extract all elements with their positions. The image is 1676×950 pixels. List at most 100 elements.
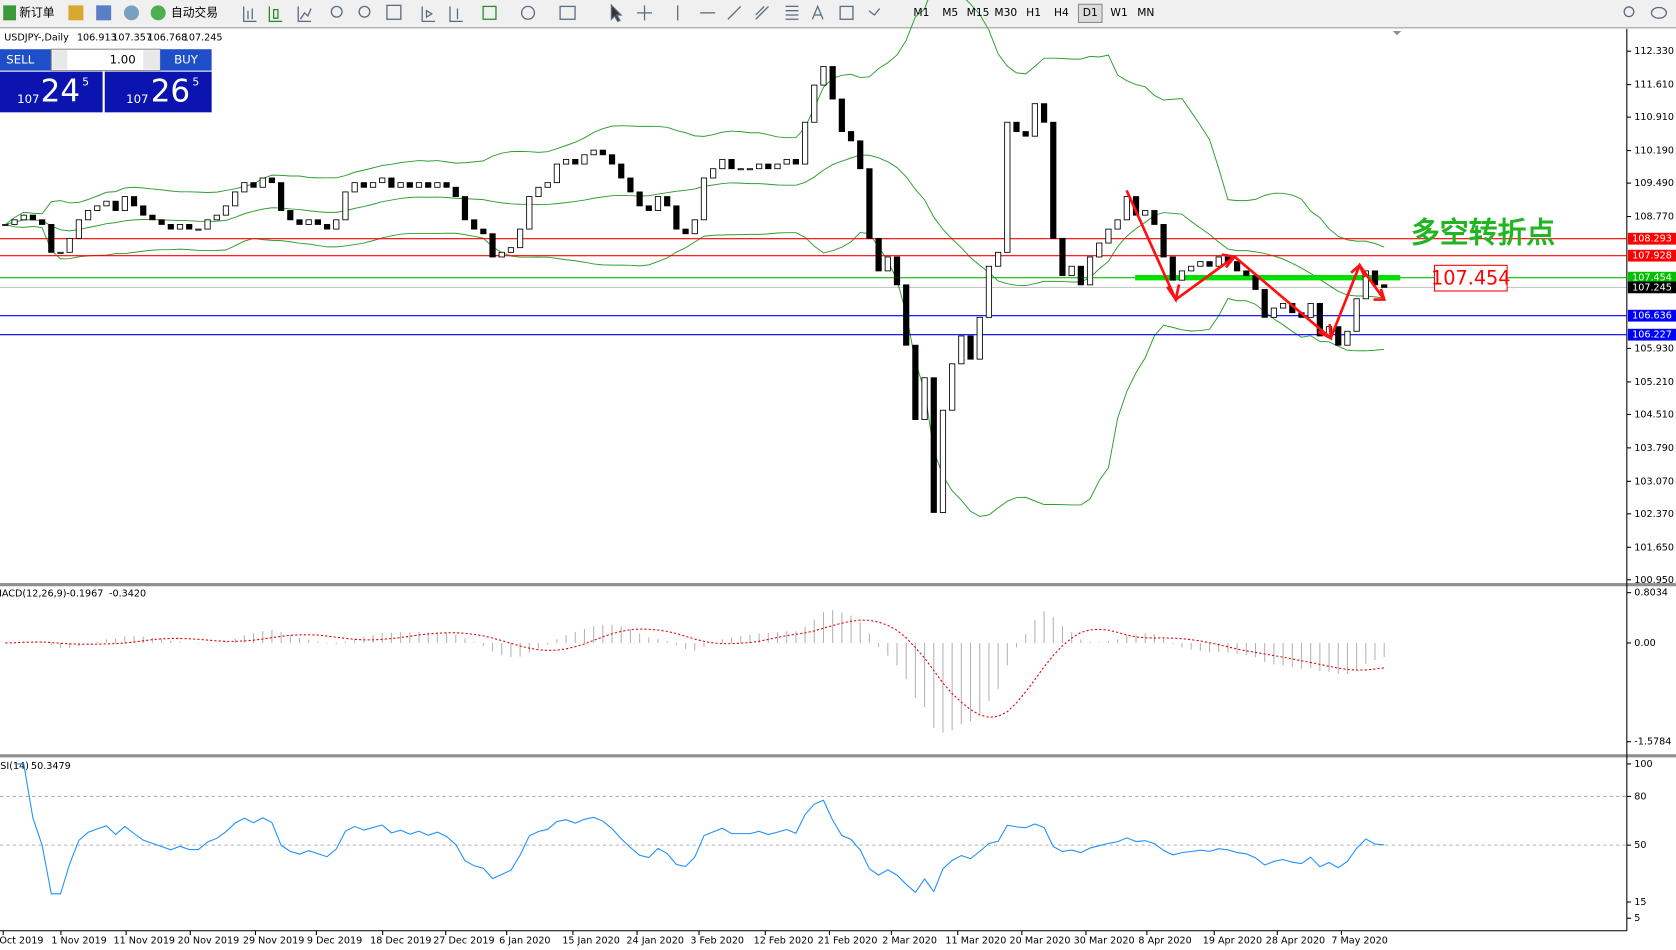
auto-trading-icon[interactable]	[150, 5, 166, 21]
candle-body	[323, 224, 331, 230]
candle-body	[1096, 242, 1103, 258]
templates-tool[interactable]	[559, 5, 576, 20]
lot-value[interactable]: 1.00	[110, 52, 136, 66]
rsi-line	[14, 763, 1385, 895]
ohlc-value: 107.357	[112, 32, 152, 43]
timeframe-button[interactable]: H4	[1054, 6, 1069, 19]
candle-body	[746, 168, 754, 171]
candle-body	[287, 210, 294, 221]
line-tool[interactable]	[297, 6, 312, 23]
macd-reading: -0.3420	[109, 589, 146, 600]
candle-body	[801, 121, 809, 165]
lot-down[interactable]	[52, 50, 68, 70]
lot-up[interactable]	[143, 50, 160, 70]
shift-tool[interactable]	[449, 6, 463, 23]
candle-body	[1059, 237, 1066, 276]
candle-body	[48, 224, 55, 253]
candle-body	[1279, 302, 1287, 309]
candle-body	[397, 182, 404, 188]
date-label: 20 Nov 2019	[178, 935, 240, 946]
zoom-out[interactable]	[358, 5, 371, 18]
candle-body	[691, 219, 698, 235]
candle-body	[213, 214, 220, 221]
candle-body	[434, 182, 441, 188]
autoscroll[interactable]	[421, 6, 436, 23]
trendline-tool[interactable]	[727, 5, 742, 20]
candle-body	[1031, 103, 1038, 137]
candle-body	[608, 154, 616, 165]
candle-body	[535, 186, 542, 198]
candle-body	[710, 168, 717, 179]
tool-icon[interactable]	[96, 5, 112, 21]
candle-body	[765, 163, 772, 170]
timeframe-button[interactable]: H1	[1026, 6, 1041, 19]
timeframe-button[interactable]: W1	[1110, 6, 1127, 19]
bid-main: 24	[41, 74, 80, 110]
tool-icon[interactable]	[68, 5, 84, 21]
candle-body	[158, 219, 165, 225]
candle-body	[728, 158, 735, 170]
tile-tool[interactable]	[386, 4, 402, 20]
macd-tick-label: 0.00	[1634, 638, 1655, 649]
zoom-in[interactable]	[330, 5, 343, 18]
candle-body	[232, 191, 239, 207]
buy-label[interactable]: BUY	[174, 52, 199, 66]
ask-box[interactable]	[104, 71, 212, 113]
candle-body	[1040, 103, 1048, 123]
bar-chart-tool[interactable]	[243, 6, 257, 23]
arrows-tool[interactable]	[868, 8, 881, 16]
date-label: 1 Nov 2019	[51, 935, 106, 946]
candle-body	[939, 409, 947, 513]
candle-body	[985, 265, 993, 318]
fibo-tool[interactable]	[785, 5, 799, 20]
ohlc-value: 107.245	[183, 32, 223, 43]
periods-tool[interactable]	[520, 5, 536, 20]
date-label: 8 Apr 2020	[1138, 935, 1191, 946]
buy-button[interactable]	[160, 49, 212, 71]
candle-body	[1160, 224, 1167, 258]
macd-reading: -0.1967	[66, 589, 103, 600]
text-tool[interactable]	[811, 4, 824, 20]
tool-icon[interactable]	[123, 5, 139, 21]
new-order-icon[interactable]	[3, 5, 17, 21]
new-order-button[interactable]: 新订单	[19, 5, 54, 19]
band-upper	[5, 0, 1385, 248]
timeframe-button[interactable]: D1	[1083, 6, 1098, 19]
bid-box[interactable]	[0, 71, 103, 113]
candle-body	[1381, 284, 1388, 288]
auto-trading-button[interactable]: 自动交易	[171, 5, 218, 19]
rsi-name: RSI(14)	[0, 761, 29, 772]
candle-body	[1243, 270, 1250, 276]
level-label: 106.636	[1632, 311, 1672, 322]
timeframe-button[interactable]: M15	[967, 6, 990, 19]
candle-body	[57, 251, 64, 254]
candle-body	[884, 256, 891, 272]
trade-panel: SELL 1.00 BUY 107 24 5 107 26 5	[0, 48, 212, 113]
price-tick-label: 100.950	[1634, 575, 1674, 586]
sell-button[interactable]	[0, 49, 52, 71]
label-tool[interactable]	[839, 5, 854, 20]
candle-body	[75, 219, 82, 239]
channel-tool[interactable]	[755, 5, 769, 20]
candle-body	[1316, 302, 1323, 337]
timeframe-button[interactable]: M1	[913, 6, 929, 19]
candle-body	[1362, 270, 1369, 300]
price-tick-label: 108.770	[1634, 212, 1674, 223]
sell-label[interactable]: SELL	[6, 52, 34, 66]
timeframe-button[interactable]: MN	[1137, 6, 1154, 19]
search[interactable]	[1623, 6, 1635, 18]
timeframe-button[interactable]: M30	[994, 6, 1017, 19]
date-label: 30 Mar 2020	[1074, 935, 1135, 946]
candle-body	[976, 316, 983, 360]
date-label: 15 Jan 2020	[562, 935, 620, 946]
candle-tool[interactable]	[268, 6, 283, 23]
macd-signal	[5, 619, 1385, 718]
chat[interactable]	[1650, 6, 1668, 19]
annotation-price-box	[1433, 264, 1508, 292]
candle-body	[820, 66, 827, 86]
cursor-tool[interactable]	[610, 3, 623, 23]
timeframe-button[interactable]: M5	[942, 6, 958, 19]
crosshair-tool[interactable]	[637, 5, 653, 21]
indicators-tool[interactable]	[482, 5, 497, 20]
candle-body	[176, 224, 184, 230]
